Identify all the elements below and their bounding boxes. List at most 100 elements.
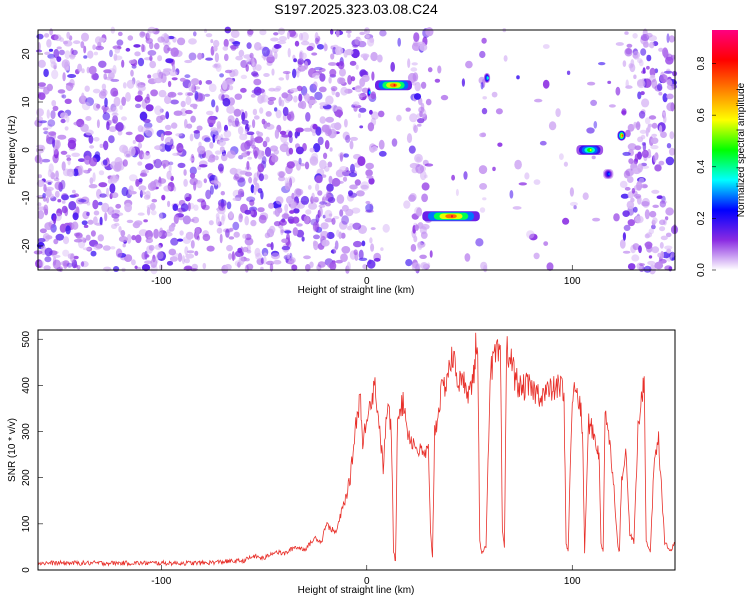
spectrogram-speckle-cell [360, 53, 370, 59]
spectrogram-speckle-cell [141, 126, 149, 134]
spectrogram-speckle-cell [190, 240, 195, 249]
spectrogram-speckle-cell [463, 171, 468, 180]
spectrogram-speckle-cell [66, 66, 70, 71]
spectrogram-speckle-cell [78, 158, 86, 163]
spectrogram-speckle-cell [146, 206, 151, 216]
spectrogram-speckle-cell [235, 55, 243, 61]
spectrogram-speckle-cell [104, 212, 108, 222]
spectrogram-speckle-cell [278, 77, 285, 81]
spectrogram-speckle-cell [304, 95, 310, 102]
spectrogram-speckle-cell [248, 124, 252, 128]
spectrogram-speckle-cell [659, 74, 668, 83]
spectrogram-speckle-cell [338, 231, 343, 239]
spectrogram-speckle-cell [420, 262, 428, 269]
spectrogram-speckle-cell [341, 246, 351, 254]
spectrogram-speckle-cell [216, 121, 222, 129]
spectrogram-speckle-cell [615, 86, 621, 96]
spectrogram-speckle-cell [271, 154, 279, 163]
spectrogram-speckle-cell [118, 226, 122, 233]
spectrogram-speckle-cell [644, 233, 650, 239]
spectrogram-speckle-cell [88, 135, 94, 144]
spectrogram-speckle-cell [321, 124, 330, 133]
spectrogram-speckle-cell [367, 122, 375, 132]
spectrogram-speckle-cell [331, 217, 336, 225]
spectrogram-speckle-cell [396, 114, 402, 122]
spectrogram-speckle-cell [121, 116, 127, 121]
spectrogram-speckle-cell [113, 217, 120, 222]
spectrogram-speckle-cell [391, 138, 398, 147]
spectrogram-speckle-cell [336, 229, 340, 237]
spectrogram-ytick-label: -20 [21, 238, 32, 253]
spectrogram-speckle-cell [42, 196, 47, 202]
spectrogram-speckle-cell [165, 58, 174, 64]
spectrogram-speckle-cell [225, 78, 234, 85]
spectrogram-speckle-cell [251, 57, 255, 67]
spectrogram-speckle-cell [666, 33, 670, 44]
spectrogram-speckle-cell [81, 261, 85, 267]
spectrogram-speckle-cell [177, 37, 186, 46]
spectrogram-features [366, 73, 626, 222]
spectrogram-speckle-cell [261, 156, 267, 165]
spectrogram-speckle-cell [516, 75, 520, 80]
spectrogram-speckle-cell [43, 86, 50, 95]
spectrogram-speckle-cell [285, 72, 290, 81]
spectrogram-speckle-cell [73, 238, 83, 243]
spectrogram-speckle-cell [303, 255, 311, 260]
spectrogram-speckle-cell [608, 104, 616, 108]
spectrogram-speckle-cell [51, 100, 57, 107]
spectrogram-speckle-cell [573, 205, 577, 210]
spectrogram-speckle-cell [193, 204, 199, 211]
spectrogram-speckle-cell [317, 261, 326, 268]
spectrogram-speckle-cell [658, 47, 664, 52]
spectrogram-speckle-cell [166, 170, 172, 180]
spectrogram-speckle-cell [327, 196, 336, 204]
spectrogram-speckle-cell [278, 36, 287, 42]
spectrogram-speckle-cell [249, 140, 256, 146]
spectrogram-speckle-cell [160, 133, 165, 142]
spectrogram-speckle-cell [137, 161, 143, 166]
spectrogram-speckle-cell [619, 239, 626, 249]
spectrogram-speckle-cell [204, 28, 207, 33]
spectrogram-speckle-cell [246, 263, 254, 271]
snr-ylabel: SNR (10 * v/v) [7, 418, 18, 482]
spectrogram-speckle-cell [335, 259, 343, 264]
spectrogram-speckle-cell [261, 46, 270, 57]
spectrogram-speckle-cell [114, 48, 121, 54]
spectrogram-speckle-cell [495, 108, 503, 115]
spectrogram-speckle-cell [125, 47, 131, 52]
spectrogram-speckle-cell [86, 66, 90, 74]
spectrogram-speckle-cell [311, 192, 315, 203]
spectrogram-speckle-cell [159, 227, 164, 236]
spectrogram-speckle-cell [188, 52, 197, 61]
spectrogram-speckle-cell [237, 177, 246, 187]
spectrogram-speckle-cell [193, 130, 200, 134]
spectrogram-speckle-cell [543, 241, 549, 247]
spectrogram-speckle-cell [229, 227, 234, 232]
spectrogram-speckle-cell [324, 209, 333, 220]
spectrogram-speckle-cell [77, 63, 83, 72]
spectrogram-speckle-cell [171, 77, 178, 81]
spectrogram-speckle-cell [352, 222, 362, 230]
spectrogram-speckle-cell [131, 259, 136, 266]
spectrogram-speckle-cell [648, 228, 654, 235]
spectrogram-speckle-cell [166, 229, 172, 233]
spectrogram-speckle-cell [492, 166, 496, 172]
spectrogram-speckle-cell [318, 204, 326, 208]
spectrogram-speckle-cell [349, 140, 354, 150]
spectrogram-speckle-cell [63, 40, 73, 47]
spectrogram-speckle-cell [246, 249, 252, 254]
spectrogram-speckle-cell [58, 266, 64, 272]
spectrogram-speckle-cell [48, 48, 54, 52]
spectrogram-speckle-cell [250, 219, 257, 227]
spectrogram-speckle-cell [546, 262, 554, 271]
spectrogram-speckle-cell [586, 127, 595, 134]
spectrogram-speckle-cell [639, 263, 645, 267]
spectrogram-speckle-cell [491, 91, 498, 98]
spectrogram-speckle-cell [312, 72, 321, 79]
spectrogram-speckle-cell [203, 178, 207, 184]
spectrogram-speckle-cell [37, 174, 42, 179]
spectrogram-speckle-cell [668, 147, 676, 156]
spectrogram-speckle-cell [622, 250, 631, 254]
colorbar-tick-label: 0.8 [696, 56, 707, 70]
spectrogram-speckle-cell [226, 244, 233, 252]
